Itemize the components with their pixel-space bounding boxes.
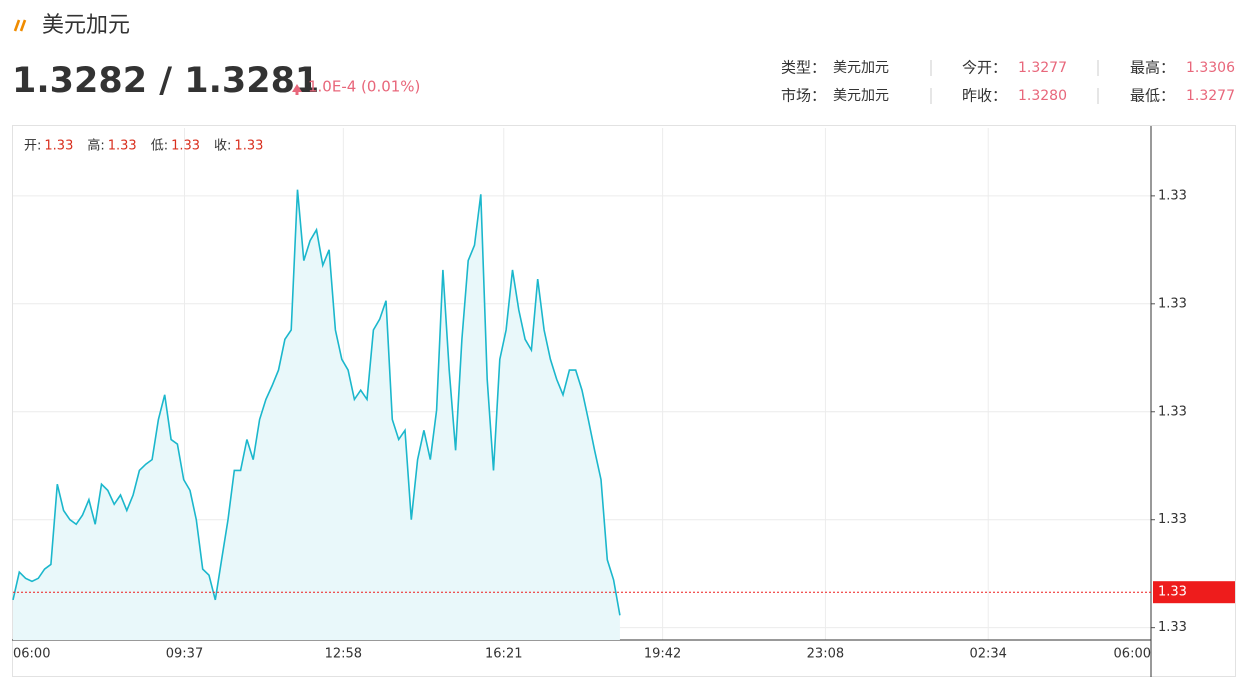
area-fill [13,189,620,640]
plot: 1.33 1.33 1.33 1.33 1.33 06:00 09:37 12:58 16:21… [12,126,1235,677]
quote-label: 类型： [781,59,826,77]
y-tick-label: 1.33 [1158,188,1187,203]
ohlc-value: 1.33 [44,139,73,154]
x-tick-label: 06:00 [1114,647,1151,662]
y-tick-label: 1.33 [1158,620,1187,635]
ohlc-label: 高: [87,138,104,154]
x-tick-label: 09:37 [166,647,203,662]
quote-value: 美元加元 [833,88,889,104]
quote-label: 最低： [1130,87,1175,105]
ohlc-label: 开: [24,139,41,154]
y-tick-label: 1.33 [1158,404,1187,419]
y-tick-label: 1.33 [1158,512,1187,527]
x-tick-label: 12:58 [325,647,362,662]
quote-label: 今开： [962,59,1007,77]
last-price-label: 1.33 [1158,585,1187,600]
up-arrow-stem [295,91,299,95]
ohlc-value: 1.33 [171,139,200,154]
ohlc-label: 收: [214,139,231,154]
x-tick-label: 06:00 [13,647,50,662]
ohlc-value: 1.33 [108,139,137,154]
ohlc-value: 1.33 [234,139,263,154]
quote-value: 1.3277 [1186,88,1235,104]
x-tick-label: 02:34 [969,647,1006,662]
chart-frame [12,125,1236,677]
quote-value: 1.3277 [1018,60,1067,76]
x-tick-label: 23:08 [807,647,844,662]
quote-value: 1.3280 [1018,88,1067,104]
up-arrow [292,84,302,92]
last-price-box [1153,581,1235,604]
y-tick-label: 1.33 [1158,296,1187,311]
price-line [12,189,621,616]
change: 1.0E-4 (0.01%) [308,78,420,96]
quote-label: 昨收： [962,87,1007,105]
quote-value: 美元加元 [833,60,889,76]
price: 1.3282 / 1.3281 [12,61,319,101]
title: 美元加元 [42,13,130,38]
ohlc-label: 低: [151,139,168,154]
x-tick-label: 16:21 [485,647,522,662]
x-tick-label: 19:42 [644,647,681,662]
brand-icon [13,19,27,32]
quote-value: 1.3306 [1186,60,1235,76]
quote-label: 市场： [781,87,826,105]
quote-label: 最高： [1130,59,1175,77]
